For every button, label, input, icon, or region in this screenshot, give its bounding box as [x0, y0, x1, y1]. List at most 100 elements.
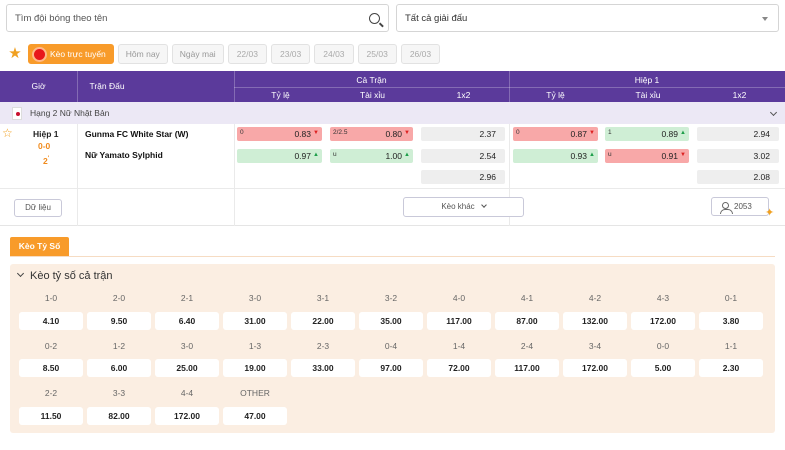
odd-cell[interactable]: 2/2.5 0.80 ▼ [330, 127, 413, 141]
score-label: 2-0 [112, 293, 126, 303]
odd-cell[interactable]: 2.08 [697, 170, 779, 184]
tab-today[interactable]: Hôm nay [117, 44, 168, 64]
score-odd-button[interactable]: 6.00 [87, 359, 151, 377]
odd-line: u [608, 151, 612, 158]
odd-line: 0 [240, 129, 244, 136]
header-time: Giờ [31, 81, 46, 91]
match-period: Hiệp 1 [33, 129, 59, 139]
row-divider [0, 188, 785, 189]
score-odd-button[interactable]: 97.00 [359, 359, 423, 377]
tab-date[interactable]: 26/03 [400, 44, 441, 64]
score-odd-button[interactable]: 31.00 [223, 312, 287, 330]
score-odd-button[interactable]: 9.50 [87, 312, 151, 330]
score-odd-button[interactable]: 5.00 [631, 359, 695, 377]
search-icon[interactable] [369, 13, 380, 24]
score-odd-button[interactable]: 11.50 [19, 407, 83, 425]
score-odd-button[interactable]: 172.00 [155, 407, 219, 425]
more-odds-button[interactable]: Kèo khác [403, 197, 524, 217]
odd-value: 0.93 [570, 151, 587, 161]
odd-value: 2.94 [753, 129, 770, 139]
score-odd-button[interactable]: 172.00 [631, 312, 695, 330]
odd-cell[interactable]: 0 0.83 ▼ [237, 127, 322, 141]
sparkle-icon: ✦ [765, 207, 775, 219]
score-odd-button[interactable]: 47.00 [223, 407, 287, 425]
header-half-handicap: Tỷ lệ [546, 90, 565, 100]
match-data-button[interactable]: Dữ liệu [14, 199, 62, 217]
odd-cell[interactable]: 3.02 [697, 149, 779, 163]
score-odd-button[interactable]: 35.00 [359, 312, 423, 330]
tab-correct-score[interactable]: Kèo Tỷ Số [10, 237, 69, 256]
score-odd-button[interactable]: 72.00 [427, 359, 491, 377]
odd-line: 0 [516, 129, 520, 136]
score-label: 1-0 [44, 293, 58, 303]
odd-cell[interactable]: 0.93 ▲ [513, 149, 598, 163]
score-label: 3-2 [384, 293, 398, 303]
header-match: Trận Đấu [89, 81, 125, 91]
score-odd-button[interactable]: 25.00 [155, 359, 219, 377]
odd-cell[interactable]: 2.37 [421, 127, 505, 141]
chevron-down-icon[interactable] [769, 108, 778, 117]
filter-bar: Tất cả giải đấu [6, 4, 779, 32]
score-odd-button[interactable]: 87.00 [495, 312, 559, 330]
odd-cell[interactable]: u 1.00 ▲ [330, 149, 413, 163]
score-odd-button[interactable]: 2.30 [699, 359, 763, 377]
score-odd-button[interactable]: 82.00 [87, 407, 151, 425]
score-odd-button[interactable]: 117.00 [427, 312, 491, 330]
tab-live-label: Kèo trực tuyến [50, 49, 106, 59]
odd-cell[interactable]: 2.94 [697, 127, 779, 141]
header-divider [234, 71, 235, 102]
score-odd-button[interactable]: 172.00 [563, 359, 627, 377]
odd-value: 2.96 [479, 172, 496, 182]
odd-value: 0.83 [294, 129, 311, 139]
home-team[interactable]: Gunma FC White Star (W) [85, 129, 189, 139]
score-label: 4-0 [452, 293, 466, 303]
column-divider [234, 124, 235, 226]
header-divider [234, 87, 785, 88]
odd-value: 0.80 [385, 129, 402, 139]
tab-date[interactable]: 24/03 [314, 44, 354, 64]
score-odd-button[interactable]: 33.00 [291, 359, 355, 377]
odd-cell[interactable]: 0.97 ▲ [237, 149, 322, 163]
score-label: 3-1 [316, 293, 330, 303]
correct-score-heading[interactable]: Kèo tỷ số cả trận [16, 269, 113, 282]
viewers-button[interactable]: 2053 [711, 197, 769, 216]
odd-line: 2/2.5 [333, 129, 348, 136]
score-odd-button[interactable]: 22.00 [291, 312, 355, 330]
trend-up-icon: ▲ [589, 152, 595, 158]
score-odd-button[interactable]: 117.00 [495, 359, 559, 377]
viewers-count: 2053 [734, 202, 752, 211]
score-label: 1-1 [724, 341, 738, 351]
score-odd-button[interactable]: 6.40 [155, 312, 219, 330]
away-team[interactable]: Nữ Yamato Sylphid [85, 150, 163, 160]
score-label: 0-0 [656, 341, 670, 351]
league-row[interactable]: Hạng 2 Nữ Nhật Bản [0, 102, 785, 124]
league-select[interactable]: Tất cả giải đấu [396, 4, 779, 32]
odd-cell[interactable]: u 0.91 ▼ [605, 149, 689, 163]
score-odd-button[interactable]: 3.80 [699, 312, 763, 330]
tab-date[interactable]: 22/03 [227, 44, 267, 64]
league-name: Hạng 2 Nữ Nhật Bản [30, 108, 110, 118]
odd-cell[interactable]: 2.96 [421, 170, 505, 184]
match-score: 0-0 [38, 141, 51, 151]
more-odds-label: Kèo khác [441, 202, 475, 211]
score-odd-button[interactable]: 8.50 [19, 359, 83, 377]
header-handicap: Tỷ lệ [271, 90, 290, 100]
favorite-star-icon[interactable]: ☆ [2, 126, 13, 140]
search-input[interactable] [7, 5, 388, 31]
odd-line: 1 [608, 129, 612, 136]
tab-date[interactable]: 25/03 [357, 44, 397, 64]
score-odd-button[interactable]: 19.00 [223, 359, 287, 377]
score-label: 3-4 [588, 341, 602, 351]
tab-tomorrow[interactable]: Ngày mai [171, 44, 224, 64]
odd-cell[interactable]: 0 0.87 ▼ [513, 127, 598, 141]
score-odd-button[interactable]: 132.00 [563, 312, 627, 330]
score-odd-button[interactable]: 4.10 [19, 312, 83, 330]
user-icon [720, 202, 733, 214]
odd-cell[interactable]: 2.54 [421, 149, 505, 163]
trend-up-icon: ▲ [313, 152, 319, 158]
star-icon[interactable]: ★ [8, 45, 22, 62]
tab-date[interactable]: 23/03 [270, 44, 311, 64]
tab-live[interactable]: Kèo trực tuyến [28, 44, 114, 64]
header-half-over-under: Tài xỉu [635, 90, 661, 100]
odd-cell[interactable]: 1 0.89 ▲ [605, 127, 689, 141]
